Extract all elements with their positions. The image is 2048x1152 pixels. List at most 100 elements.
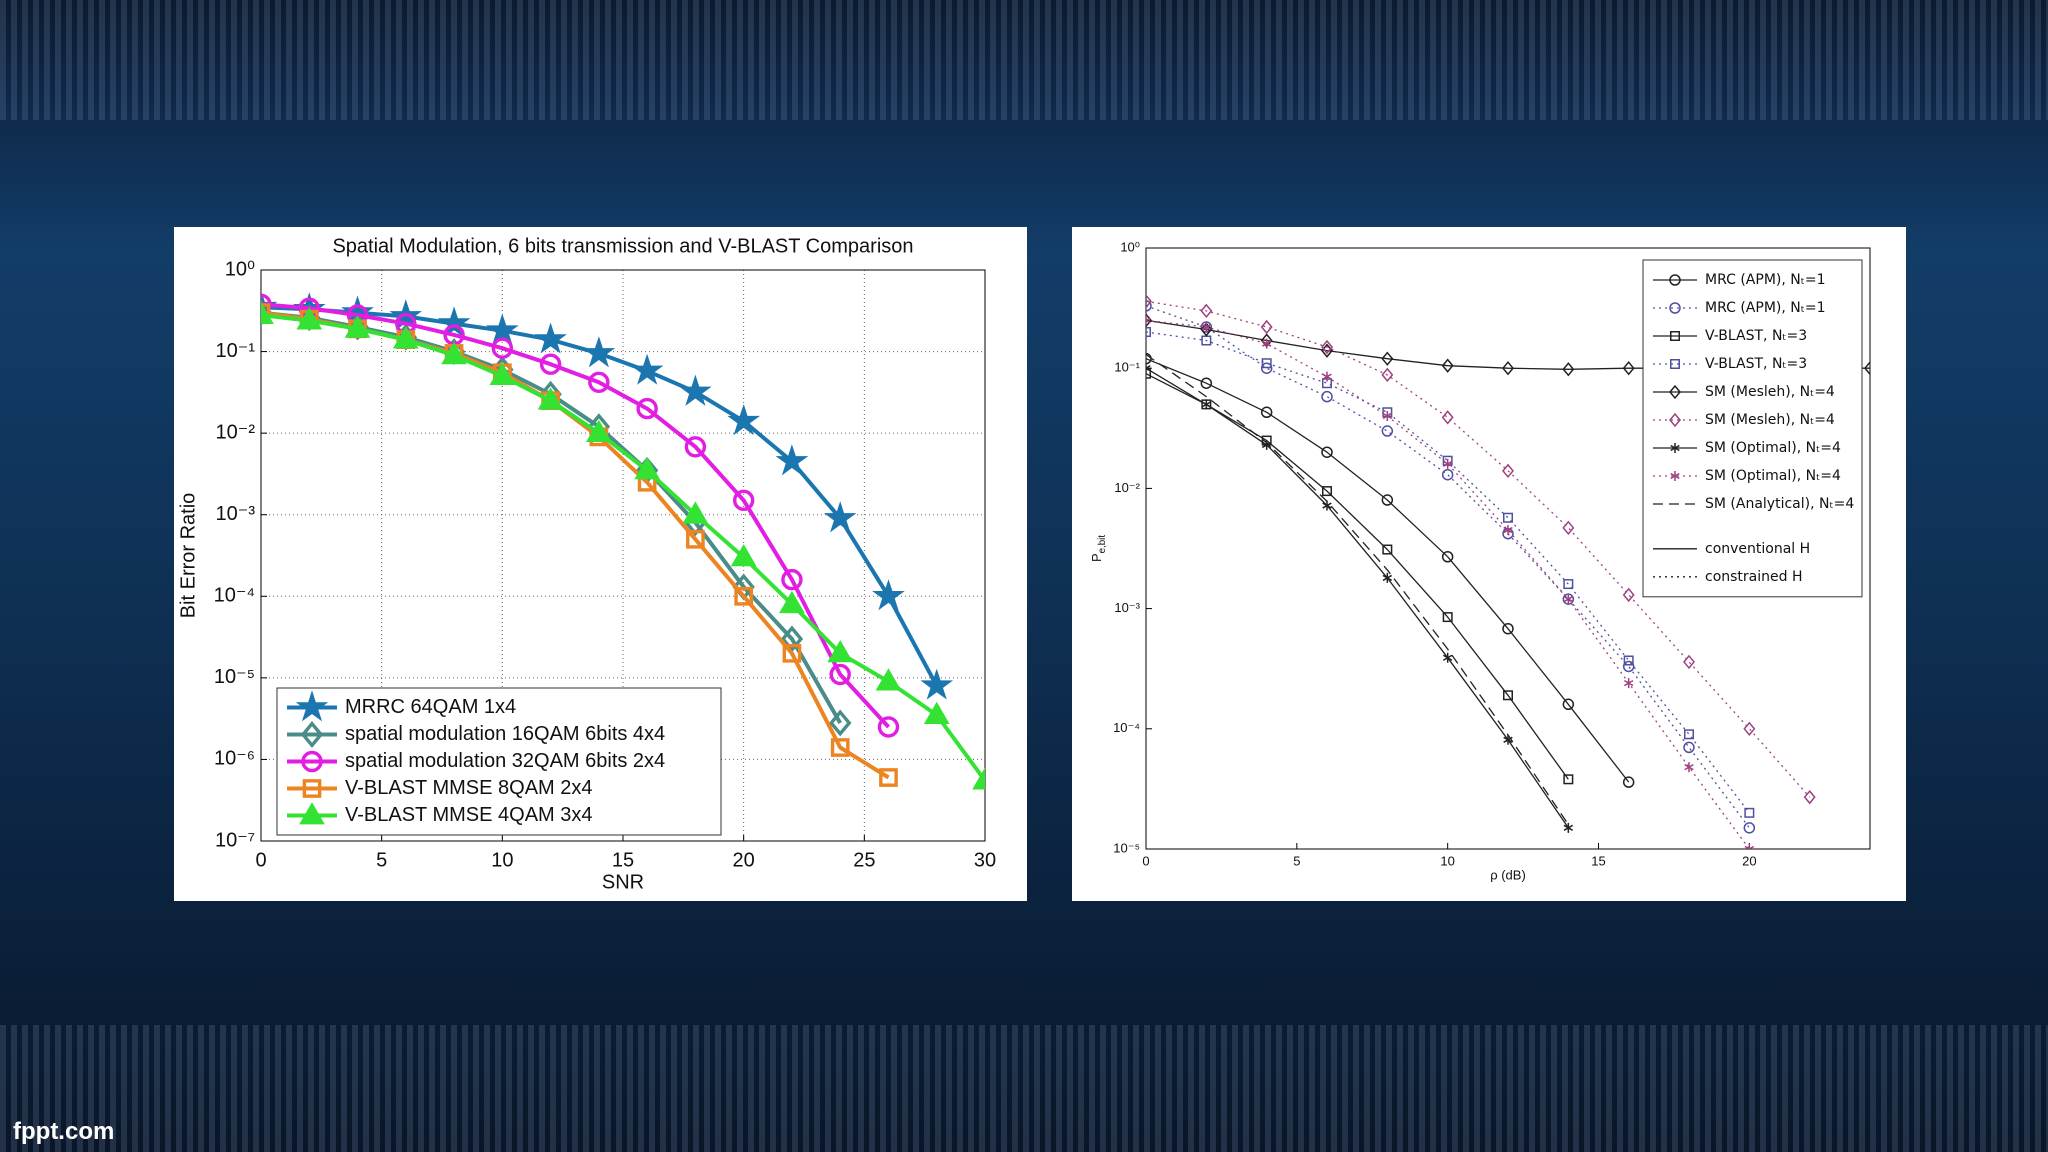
marker	[1381, 367, 1394, 383]
marker	[1502, 690, 1514, 701]
marker	[1382, 544, 1393, 555]
marker	[1146, 368, 1152, 379]
marker	[1441, 410, 1454, 425]
marker	[1381, 425, 1394, 437]
decor-band	[0, 0, 2048, 120]
marker	[485, 313, 519, 345]
marker	[1260, 406, 1273, 419]
marker	[1683, 741, 1695, 754]
marker	[1684, 762, 1694, 773]
plot-frame	[260, 269, 986, 842]
x-tick-label: 10	[491, 849, 513, 871]
marker	[781, 568, 803, 591]
marker	[1261, 338, 1272, 349]
marker	[588, 371, 610, 394]
marker	[491, 337, 514, 359]
marker	[1503, 525, 1513, 536]
marker	[923, 701, 950, 724]
marker	[301, 750, 323, 773]
y-tick-label: 10⁻¹	[1114, 360, 1140, 375]
marker	[534, 322, 567, 354]
marker	[1442, 652, 1453, 663]
marker	[1563, 822, 1574, 833]
marker	[295, 690, 329, 722]
marker	[1622, 361, 1635, 376]
legend-box	[276, 687, 722, 836]
plot-area	[261, 289, 985, 790]
marker	[730, 544, 757, 567]
marker	[1622, 776, 1635, 788]
marker	[1146, 300, 1152, 312]
marker	[684, 436, 707, 458]
marker	[1669, 412, 1681, 428]
legend-label: spatial modulation 16QAM 6bits 4x4	[345, 723, 665, 745]
y-tick-label: 10⁻¹	[216, 340, 256, 362]
marker	[782, 643, 802, 663]
marker	[261, 303, 271, 323]
marker	[686, 529, 705, 549]
series-line	[1146, 319, 1750, 849]
marker	[1562, 362, 1575, 377]
marker	[299, 802, 325, 825]
y-tick-label: 10⁻³	[1114, 600, 1140, 615]
series-line	[1146, 331, 1750, 814]
marker	[582, 336, 616, 368]
legend-label: SM (Mesleh), Nₜ=4	[1705, 412, 1835, 428]
x-tick-label: 5	[376, 849, 387, 871]
marker	[1322, 371, 1332, 382]
chart-panel: 0 5 10 15 20 10⁰ 10⁻¹ 10⁻² 10⁻³ 10⁻⁴ 10⁻⁵ ρ (dB) Pe,…	[1072, 227, 1906, 901]
legend-label: V-BLAST, Nₜ=3	[1705, 356, 1807, 372]
marker	[823, 501, 857, 533]
marker	[1744, 844, 1755, 849]
marker	[872, 579, 905, 611]
marker	[1623, 678, 1634, 689]
marker	[1562, 520, 1575, 535]
marker	[1261, 358, 1272, 369]
marker	[1321, 486, 1333, 497]
legend-label: SM (Mesleh), Nₜ=4	[1705, 384, 1835, 400]
marker	[1381, 351, 1394, 366]
y-tick-label: 10⁻⁶	[214, 748, 255, 770]
marker	[1381, 494, 1394, 506]
marker	[1200, 377, 1213, 389]
marker	[1260, 319, 1273, 335]
series-line	[1146, 300, 1811, 798]
marker	[1669, 274, 1681, 286]
y-tick-label: 10⁻⁵	[1113, 840, 1140, 855]
marker	[734, 586, 754, 606]
marker	[1441, 550, 1454, 563]
marker	[1441, 468, 1454, 481]
marker	[972, 767, 985, 790]
legend-label: SM (Analytical), Nₜ=4	[1705, 496, 1854, 512]
y-tick-label: 10⁻⁷	[215, 829, 255, 851]
marker	[1146, 315, 1151, 326]
marker	[1670, 443, 1680, 453]
marker	[1322, 500, 1332, 511]
legend-label: V-BLAST MMSE 4QAM 3x4	[345, 804, 593, 826]
marker	[879, 768, 898, 787]
legend-label: V-BLAST, Nₜ=3	[1705, 328, 1807, 344]
marker	[727, 404, 761, 436]
chart-title: Spatial Modulation, 6 bits transmission …	[332, 235, 913, 257]
marker	[775, 444, 809, 476]
marker	[1622, 660, 1635, 673]
marker	[489, 362, 516, 386]
marker	[830, 738, 850, 757]
y-tick-label: 10⁻⁴	[214, 585, 255, 607]
marker	[779, 590, 805, 614]
marker	[1803, 789, 1816, 805]
marker	[1502, 622, 1514, 635]
x-tick-label: 15	[612, 849, 634, 871]
x-tick-label: 20	[1742, 853, 1756, 868]
x-tick-label: 25	[853, 849, 875, 871]
x-tick-label: 30	[974, 849, 996, 871]
y-axis-label: Pe,bit	[1089, 535, 1107, 562]
series-line	[261, 305, 939, 687]
legend-label: constrained H	[1705, 569, 1803, 585]
marker	[1201, 399, 1212, 410]
marker	[1743, 721, 1756, 736]
series-line	[1146, 353, 1569, 825]
series-line	[1146, 358, 1630, 783]
x-tick-label: 10	[1440, 853, 1454, 868]
marker	[682, 501, 709, 524]
